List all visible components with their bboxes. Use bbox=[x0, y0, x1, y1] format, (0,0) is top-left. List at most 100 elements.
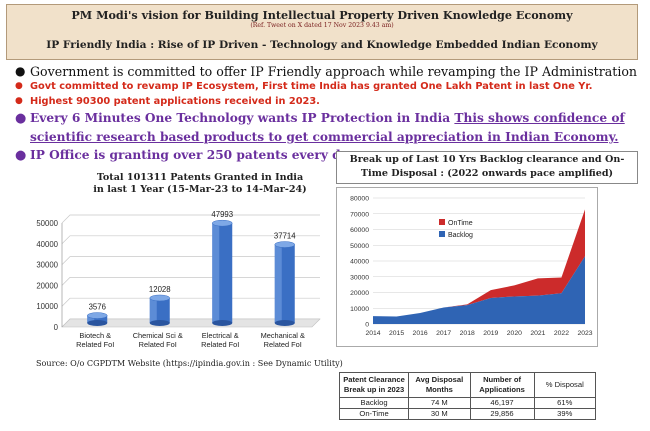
bar-category-label: Electrical & bbox=[202, 331, 239, 340]
area-y-tick-label: 10000 bbox=[350, 306, 369, 313]
bar-chart-title-line-1: Total 101311 Patents Granted in India bbox=[96, 172, 304, 183]
area-chart-title: Break up of Last 10 Yrs Backlog clearanc… bbox=[336, 151, 638, 184]
table-cell: 46,197 bbox=[469, 397, 535, 409]
clearance-table: Patent Clearance Break up in 2023 Avg Di… bbox=[338, 372, 597, 420]
bullet-dot-icon: ● bbox=[15, 81, 23, 91]
bar-category-label: Biotech & bbox=[79, 331, 111, 340]
bar-data-label: 47993 bbox=[211, 210, 233, 219]
bar-gridline bbox=[61, 214, 320, 224]
bar-y-tick-label: 0 bbox=[54, 323, 59, 332]
table-cell: 30 M bbox=[408, 408, 471, 420]
legend-swatch bbox=[439, 231, 445, 237]
bullet-2: ● Govt committed to revamp IP Ecosystem, … bbox=[10, 81, 640, 96]
bullet-dot-icon: ● bbox=[15, 111, 27, 126]
reference-note: (Ref. Tweet on X dated 17 Nov 2023 9.43 … bbox=[250, 22, 394, 29]
bar-highlight bbox=[149, 297, 157, 323]
area-x-tick-label: 2018 bbox=[460, 330, 475, 337]
table-cell: 29,856 bbox=[469, 408, 535, 420]
table-cell: Backlog bbox=[338, 397, 410, 409]
table-row: On-Time 30 M 29,856 39% bbox=[338, 408, 597, 420]
source-note: Source: O/o CGPDTM Website (https://ipin… bbox=[36, 358, 343, 368]
legend-label: Backlog bbox=[448, 232, 473, 239]
bullet-4-text: Every 6 Minutes One Technology wants IP … bbox=[30, 111, 455, 125]
table-header-cell: % Disposal bbox=[533, 372, 597, 398]
bullet-4: ● Every 6 Minutes One Technology wants IP… bbox=[10, 111, 640, 130]
bar-category-label: Related FoI bbox=[139, 340, 177, 349]
bar bbox=[274, 241, 295, 326]
bar-gridline bbox=[61, 277, 320, 286]
bullet-2-text: Govt committed to revamp IP Ecosystem, F… bbox=[30, 81, 593, 92]
bar-y-tick-label: 30000 bbox=[36, 261, 58, 270]
backlog-area-chart: 0 10000 20000 30000 40000 50000 60000 70000 8000… bbox=[350, 196, 593, 338]
bar-base bbox=[87, 320, 108, 326]
legend-swatch bbox=[439, 219, 445, 225]
area-x-tick-label: 2015 bbox=[389, 330, 404, 337]
bar-body bbox=[87, 315, 108, 323]
table-cell: 74 M bbox=[408, 397, 471, 409]
bar-gridline bbox=[61, 235, 320, 245]
bar-highlight bbox=[87, 315, 95, 323]
bar-y-tick-label: 10000 bbox=[36, 302, 58, 311]
area-series-ontime bbox=[373, 209, 585, 317]
area-x-tick-label: 2021 bbox=[530, 330, 545, 337]
bar-chart-title-line-2: in last 1 Year (15-Mar-23 to 14-Mar-24) bbox=[93, 184, 307, 195]
area-y-tick-label: 70000 bbox=[350, 211, 369, 218]
bullet-list: ● Government is committed to offer IP Fri… bbox=[10, 64, 640, 148]
area-series-backlog bbox=[373, 256, 585, 324]
bar-base bbox=[149, 320, 170, 326]
page-title: PM Modi's vision for Building Intellectu… bbox=[71, 8, 573, 22]
bar-top bbox=[87, 312, 108, 319]
area-y-tick-label: 50000 bbox=[350, 243, 369, 250]
area-x-tick-label: 2016 bbox=[413, 330, 428, 337]
area-x-tick-label: 2017 bbox=[436, 330, 451, 337]
bar-category-label: Chemical Sci & bbox=[133, 331, 183, 340]
bar-top bbox=[212, 219, 233, 227]
bar-data-label: 37714 bbox=[274, 232, 296, 241]
bar-y-tick-label: 50000 bbox=[36, 219, 58, 228]
table-header-cell: Number of Applications bbox=[469, 372, 535, 398]
bar-y-tick-label: 20000 bbox=[36, 281, 58, 290]
bullet-4-line-2: scientific research based products to ge… bbox=[30, 130, 619, 144]
area-x-tick-label: 2022 bbox=[554, 330, 569, 337]
table-cell: 39% bbox=[533, 408, 597, 420]
bar-data-label: 3576 bbox=[89, 303, 106, 312]
bar-plot-floor bbox=[61, 318, 321, 328]
bar-category-label: Mechanical & bbox=[261, 331, 305, 340]
bar-plot-wall bbox=[62, 215, 320, 327]
bar-chart-title: Total 101311 Patents Granted in India in… bbox=[60, 172, 340, 196]
area-x-tick-label: 2014 bbox=[365, 330, 380, 337]
bar-base bbox=[274, 320, 295, 326]
bullet-dot-icon: ● bbox=[15, 64, 26, 78]
table-cell: On-Time bbox=[338, 408, 410, 420]
bar-top bbox=[149, 294, 170, 302]
bar-category-label: Related FoI bbox=[76, 340, 114, 349]
bar-category-label: Related FoI bbox=[201, 340, 239, 349]
table-cell: 61% bbox=[533, 397, 597, 409]
table-header-cell: Patent Clearance Break up in 2023 bbox=[338, 372, 410, 398]
table-header-row: Patent Clearance Break up in 2023 Avg Di… bbox=[338, 372, 597, 398]
bullet-1-text: Government is committed to offer IP Frie… bbox=[30, 64, 638, 79]
area-y-tick-label: 40000 bbox=[350, 259, 369, 266]
bar-data-label: 12028 bbox=[149, 285, 171, 294]
bullet-3-text: Highest 90300 patent applications receiv… bbox=[30, 96, 320, 107]
area-y-tick-label: 60000 bbox=[350, 227, 369, 234]
area-y-tick-label: 30000 bbox=[350, 274, 369, 281]
area-y-tick-label: 20000 bbox=[350, 290, 369, 297]
bullet-dot-icon: ● bbox=[15, 148, 27, 163]
table-row: Backlog 74 M 46,197 61% bbox=[338, 397, 597, 409]
table-header-cell: Avg Disposal Months bbox=[408, 372, 471, 398]
area-y-tick-label: 80000 bbox=[350, 196, 369, 203]
bullet-5: ● IP Office is granting over 250 patents … bbox=[10, 148, 358, 163]
bar-base bbox=[212, 320, 233, 326]
bar-y-tick-label: 40000 bbox=[36, 240, 58, 249]
area-chart-title-line-2: Time Disposal : (2022 onwards pace ampli… bbox=[360, 168, 614, 179]
area-y-tick-label: 0 bbox=[365, 322, 369, 329]
bar-highlight bbox=[212, 223, 220, 323]
bar bbox=[212, 219, 233, 326]
bar-gridline bbox=[61, 297, 320, 307]
bar-top bbox=[274, 241, 295, 248]
bar-highlight bbox=[274, 244, 282, 323]
bullet-3: ● Highest 90300 patent applications recei… bbox=[10, 96, 640, 111]
area-x-tick-label: 2019 bbox=[483, 330, 498, 337]
